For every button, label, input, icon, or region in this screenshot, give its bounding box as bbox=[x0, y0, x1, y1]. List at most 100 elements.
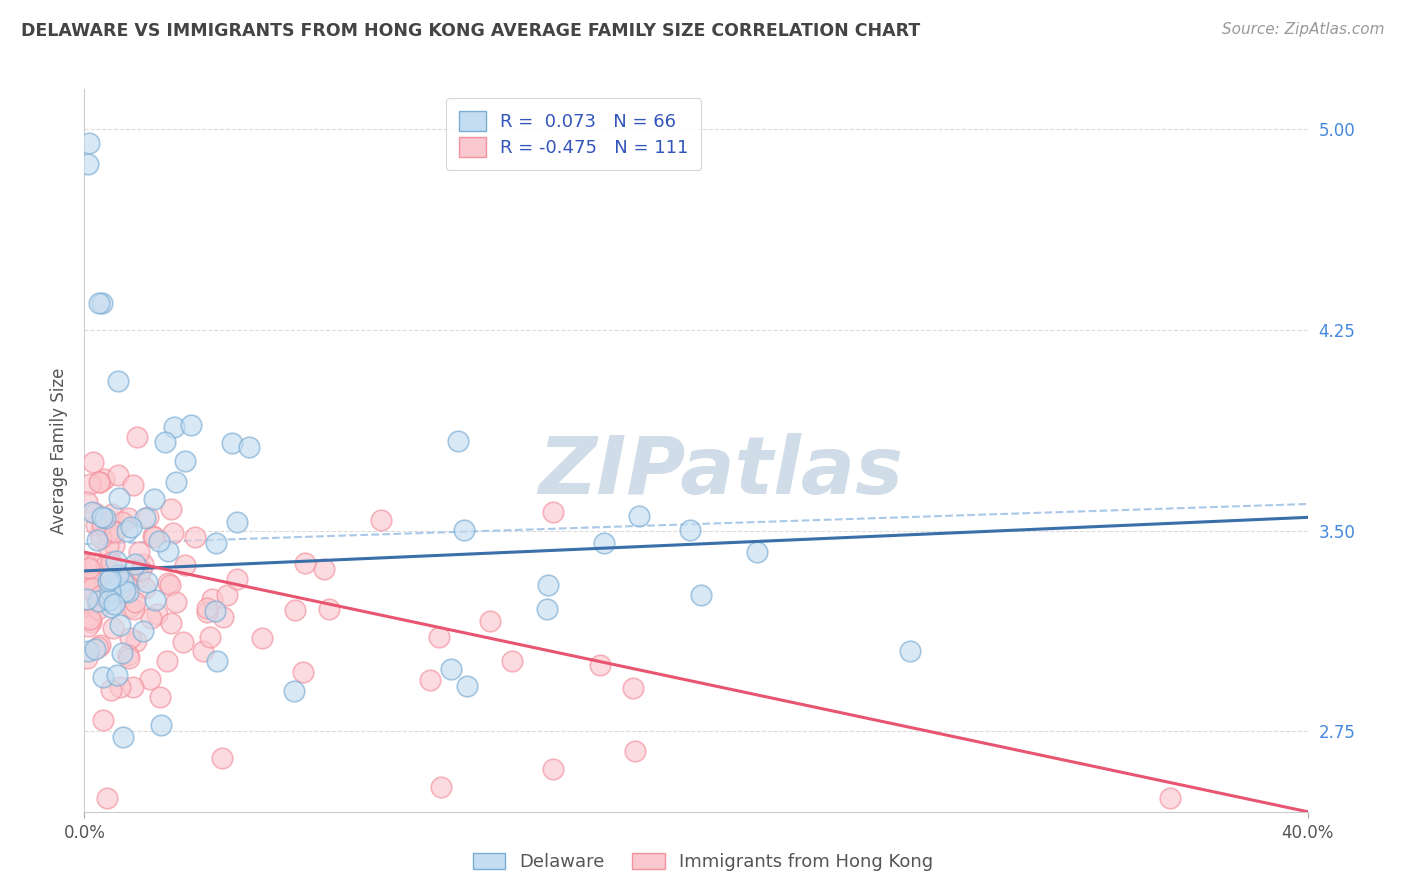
Point bbox=[453, 523, 475, 537]
Point bbox=[103, 538, 125, 552]
Point bbox=[97, 525, 120, 540]
Point bbox=[118, 573, 141, 587]
Y-axis label: Average Family Size: Average Family Size bbox=[49, 368, 67, 533]
Point bbox=[100, 507, 122, 521]
Point bbox=[76, 581, 98, 595]
Point bbox=[103, 597, 125, 611]
Point bbox=[96, 582, 118, 596]
Point bbox=[314, 562, 336, 576]
Point bbox=[83, 574, 105, 589]
Point bbox=[180, 418, 202, 433]
Point bbox=[201, 592, 224, 607]
Point bbox=[83, 556, 105, 570]
Point bbox=[163, 420, 186, 434]
Point bbox=[541, 505, 564, 519]
Point bbox=[98, 593, 121, 607]
Point bbox=[107, 568, 129, 582]
Point bbox=[225, 572, 247, 586]
Point bbox=[77, 157, 100, 171]
Point bbox=[136, 510, 159, 524]
Point bbox=[76, 650, 98, 665]
Point bbox=[110, 567, 132, 582]
Point bbox=[87, 583, 110, 598]
Point bbox=[134, 510, 156, 524]
Point bbox=[114, 583, 136, 598]
Point bbox=[105, 554, 128, 568]
Point bbox=[100, 555, 122, 569]
Point bbox=[136, 574, 159, 589]
Point bbox=[143, 592, 166, 607]
Point bbox=[89, 638, 111, 652]
Point bbox=[627, 508, 650, 523]
Point bbox=[134, 582, 156, 596]
Point bbox=[77, 136, 100, 150]
Point bbox=[284, 603, 307, 617]
Point bbox=[156, 544, 179, 558]
Point bbox=[83, 507, 105, 521]
Point bbox=[593, 536, 616, 550]
Point bbox=[124, 558, 146, 572]
Point bbox=[165, 475, 187, 490]
Point bbox=[124, 595, 146, 609]
Point bbox=[108, 491, 131, 505]
Point bbox=[108, 681, 131, 695]
Point bbox=[76, 558, 98, 572]
Point bbox=[250, 631, 273, 645]
Point bbox=[149, 690, 172, 705]
Point bbox=[148, 534, 170, 549]
Point bbox=[292, 665, 315, 679]
Point bbox=[104, 525, 127, 540]
Text: Source: ZipAtlas.com: Source: ZipAtlas.com bbox=[1222, 22, 1385, 37]
Point bbox=[159, 578, 181, 592]
Point bbox=[90, 531, 112, 545]
Point bbox=[195, 600, 218, 615]
Point bbox=[162, 525, 184, 540]
Point bbox=[898, 644, 921, 658]
Point bbox=[91, 670, 114, 684]
Point bbox=[456, 679, 478, 693]
Point bbox=[128, 570, 150, 584]
Point bbox=[318, 601, 340, 615]
Point bbox=[173, 454, 195, 468]
Point bbox=[107, 374, 129, 388]
Point bbox=[100, 683, 122, 698]
Point bbox=[160, 501, 183, 516]
Point bbox=[679, 523, 702, 537]
Point bbox=[76, 592, 98, 607]
Point bbox=[122, 601, 145, 615]
Point bbox=[132, 558, 155, 572]
Point bbox=[430, 780, 453, 795]
Point bbox=[149, 718, 172, 732]
Point bbox=[111, 730, 134, 744]
Point bbox=[76, 495, 98, 509]
Point bbox=[536, 602, 558, 616]
Point bbox=[145, 607, 167, 622]
Point bbox=[195, 605, 218, 619]
Point bbox=[117, 510, 139, 524]
Point bbox=[79, 612, 101, 626]
Point bbox=[82, 455, 104, 469]
Point bbox=[153, 435, 176, 450]
Point bbox=[204, 605, 226, 619]
Point bbox=[541, 762, 564, 776]
Point bbox=[120, 520, 142, 534]
Point bbox=[118, 651, 141, 665]
Point bbox=[101, 621, 124, 635]
Point bbox=[427, 631, 450, 645]
Point bbox=[80, 581, 103, 595]
Legend: R =  0.073   N = 66, R = -0.475   N = 111: R = 0.073 N = 66, R = -0.475 N = 111 bbox=[446, 98, 702, 169]
Point bbox=[79, 615, 101, 629]
Point bbox=[80, 612, 103, 626]
Point bbox=[1159, 791, 1181, 805]
Point bbox=[84, 641, 107, 656]
Point bbox=[226, 515, 249, 529]
Point bbox=[87, 475, 110, 490]
Point bbox=[110, 646, 132, 660]
Point bbox=[143, 491, 166, 506]
Point bbox=[90, 296, 112, 310]
Point bbox=[111, 515, 134, 529]
Point bbox=[132, 624, 155, 638]
Point bbox=[89, 475, 111, 489]
Text: DELAWARE VS IMMIGRANTS FROM HONG KONG AVERAGE FAMILY SIZE CORRELATION CHART: DELAWARE VS IMMIGRANTS FROM HONG KONG AV… bbox=[21, 22, 921, 40]
Point bbox=[589, 658, 612, 673]
